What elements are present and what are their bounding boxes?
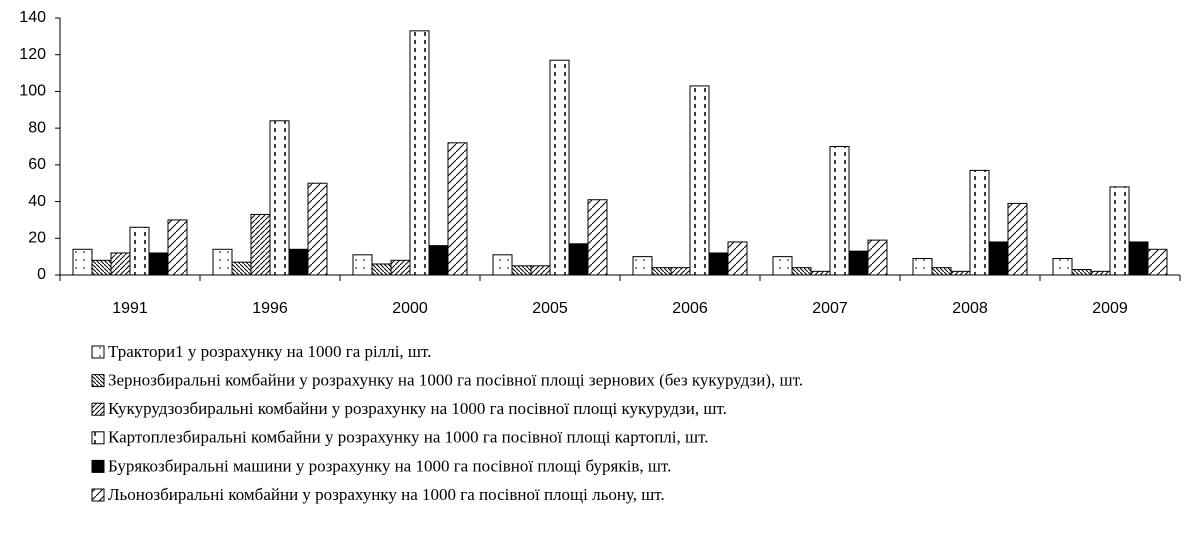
legend-swatch (91, 459, 105, 473)
legend-swatch (91, 374, 105, 388)
bar (848, 250, 869, 276)
bar (72, 248, 93, 276)
y-tick-label: 140 (19, 9, 46, 26)
y-tick-label: 120 (19, 46, 46, 63)
bar (91, 259, 112, 276)
bar (829, 146, 850, 276)
bar (651, 267, 672, 276)
bar (167, 219, 188, 276)
bar (1052, 257, 1073, 276)
x-tick-label: 2007 (812, 300, 848, 317)
legend-label: Льонозбиральні комбайни у розрахунку на … (108, 485, 665, 504)
bar (250, 213, 271, 276)
x-tick-label: 2008 (952, 300, 988, 317)
bar (1007, 202, 1028, 276)
legend-label: Картоплезбиральні комбайни у розрахунку … (108, 428, 709, 447)
x-tick-label: 2009 (1092, 300, 1128, 317)
legend-label: Кукурудзозбиральні комбайни у розрахунку… (108, 399, 727, 418)
x-tick-label: 1996 (252, 300, 288, 317)
bar (148, 252, 169, 276)
y-tick-label: 60 (28, 156, 46, 173)
legend-label: Бурякозбиральні машини у розрахунку на 1… (108, 456, 671, 475)
bar (708, 252, 729, 276)
bar (568, 243, 589, 276)
y-tick-label: 100 (19, 83, 46, 100)
x-tick-label: 2000 (392, 300, 428, 317)
bar (1147, 248, 1168, 276)
bar (129, 226, 150, 276)
bar (511, 265, 532, 276)
bar (632, 256, 653, 276)
bar (371, 263, 392, 276)
bar (307, 182, 328, 276)
bar (689, 85, 710, 276)
legend-swatch (91, 431, 105, 445)
bar (390, 259, 411, 276)
bar (950, 270, 971, 276)
bar (867, 239, 888, 276)
bar (549, 59, 570, 276)
bar (288, 248, 309, 276)
bar (231, 261, 252, 276)
bar (1128, 241, 1149, 276)
bar (530, 265, 551, 276)
bar (492, 254, 513, 276)
bar (791, 267, 812, 276)
legend-swatch (91, 488, 105, 502)
x-tick-label: 2005 (532, 300, 568, 317)
bar (428, 245, 449, 276)
legend-swatch (91, 402, 105, 416)
bar (912, 257, 933, 276)
bar (810, 270, 831, 276)
y-tick-label: 80 (28, 119, 46, 136)
bar (110, 252, 131, 276)
bar (1109, 186, 1130, 276)
x-tick-label: 2006 (672, 300, 708, 317)
bar (988, 241, 1009, 276)
legend-label: Зернозбиральні комбайни у розрахунку на … (108, 371, 803, 390)
bar (587, 199, 608, 276)
bar (969, 169, 990, 276)
y-tick-label: 40 (28, 193, 46, 210)
bar (447, 142, 468, 276)
bar (1071, 268, 1092, 276)
bar (212, 248, 233, 276)
legend-swatch (91, 345, 105, 359)
bar (269, 120, 290, 276)
legend-label: Трактори1 у розрахунку на 1000 га ріллі,… (108, 342, 431, 361)
bar (1090, 270, 1111, 276)
bar (352, 254, 373, 276)
bar (772, 256, 793, 276)
bar (931, 267, 952, 276)
bar (727, 241, 748, 276)
bar (409, 30, 430, 276)
x-tick-label: 1991 (112, 300, 148, 317)
y-tick-label: 20 (28, 230, 46, 247)
bar (670, 267, 691, 276)
y-tick-label: 0 (37, 266, 46, 283)
